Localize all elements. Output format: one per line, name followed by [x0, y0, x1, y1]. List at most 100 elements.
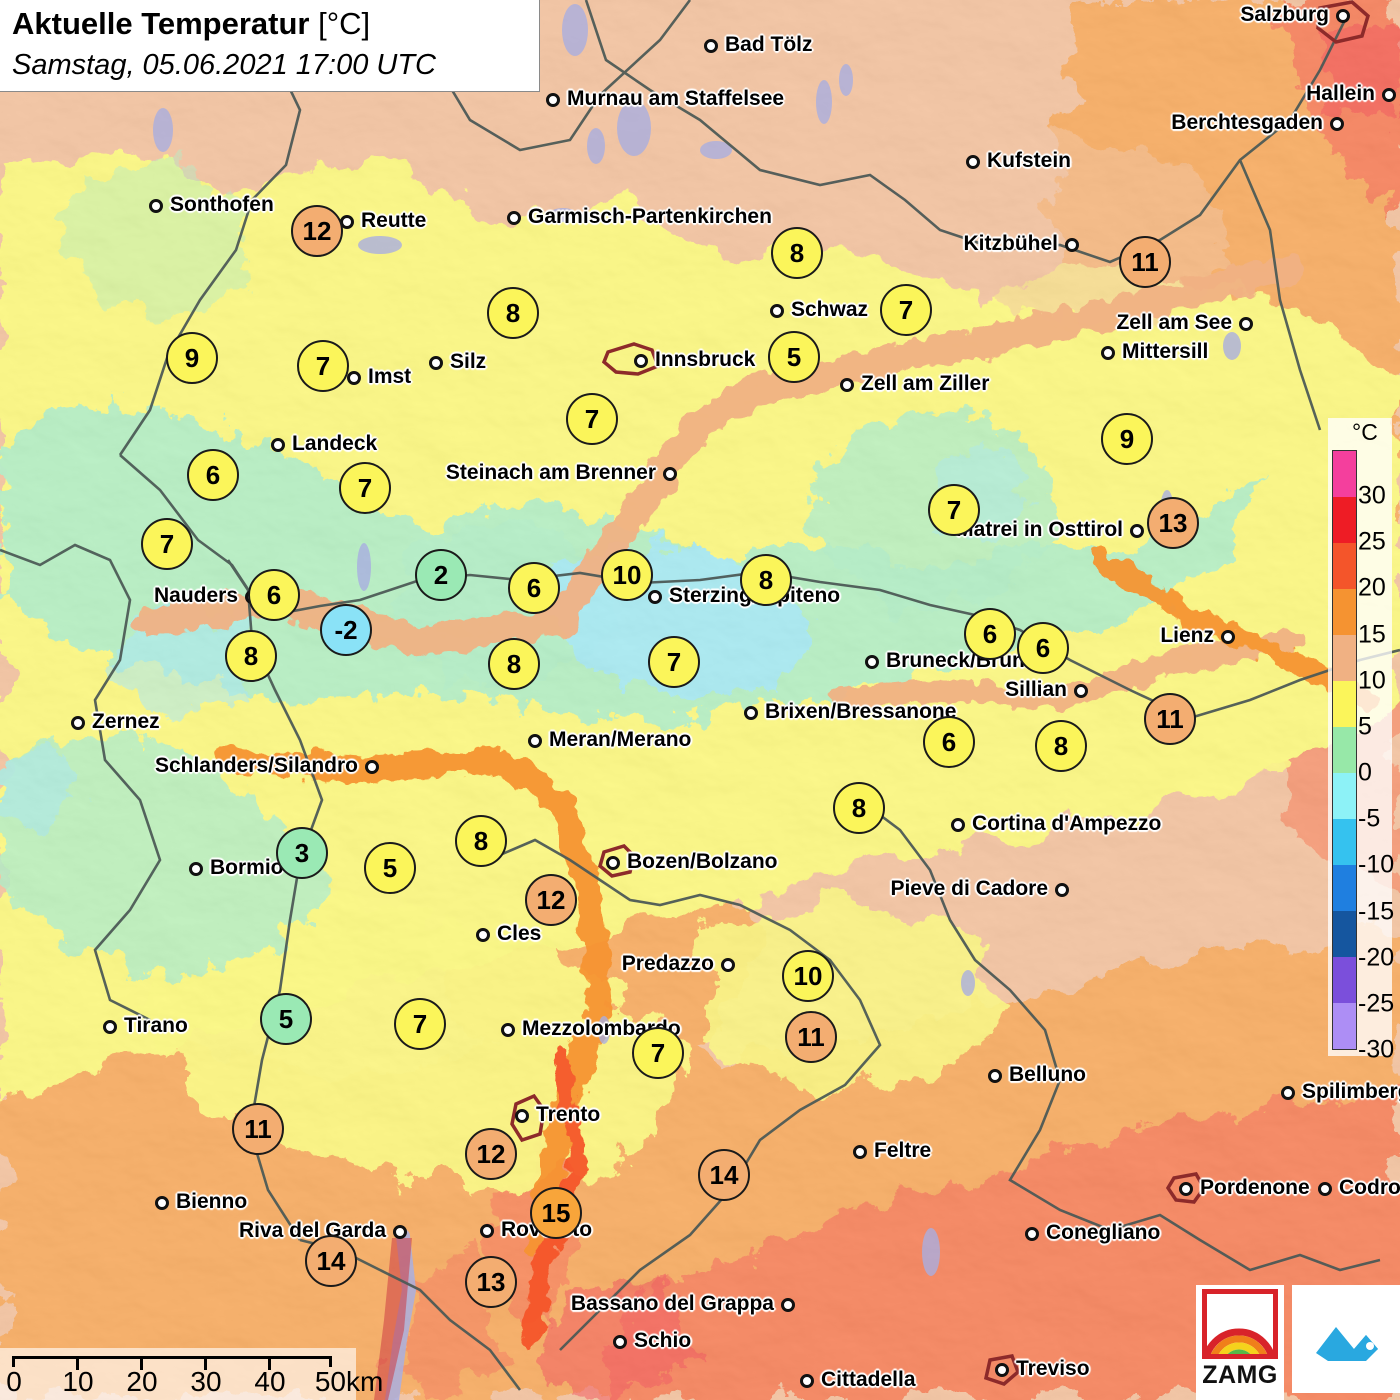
station-temperature-marker[interactable]: 11 [1144, 693, 1196, 745]
city-label: Cittadella [821, 1368, 916, 1391]
station-temperature-marker[interactable]: 9 [166, 332, 218, 384]
legend-swatch [1333, 773, 1356, 819]
legend-swatch [1333, 451, 1356, 497]
station-temperature-marker[interactable]: 12 [291, 205, 343, 257]
legend-tick: -30 [1358, 1035, 1395, 1064]
scale-tick: 0 [6, 1366, 22, 1397]
map-title: Aktuelle Temperatur [°C] [12, 4, 529, 44]
logo-group: ZAMG [1196, 1285, 1400, 1400]
station-temperature-marker[interactable]: 8 [225, 630, 277, 682]
station-temperature-marker[interactable]: 8 [1035, 720, 1087, 772]
station-temperature-marker[interactable]: 13 [465, 1256, 517, 1308]
station-temperature-marker[interactable]: 7 [141, 518, 193, 570]
city-label: Feltre [874, 1139, 932, 1162]
station-temperature-marker[interactable]: 2 [415, 549, 467, 601]
city-label: Steinach am Brenner [445, 461, 656, 484]
station-temperature-marker[interactable]: 7 [928, 484, 980, 536]
city-dot-icon [853, 1145, 867, 1159]
city-label: Murnau am Staffelsee [567, 87, 785, 110]
station-temperature-marker[interactable]: 7 [566, 393, 618, 445]
city-label: Trento [536, 1103, 601, 1126]
city-dot-icon [1318, 1182, 1332, 1196]
legend-tick: -5 [1358, 804, 1381, 833]
city-label: Schlanders/Silandro [154, 754, 358, 777]
city-dot-icon [347, 371, 361, 385]
station-temperature-marker[interactable]: 8 [488, 638, 540, 690]
city-dot-icon [1074, 684, 1088, 698]
station-temperature-marker[interactable]: 15 [530, 1187, 582, 1239]
city-dot-icon [800, 1374, 814, 1388]
legend-swatch [1333, 911, 1356, 957]
city-dot-icon [429, 356, 443, 370]
city-dot-icon [501, 1023, 515, 1037]
station-temperature-marker[interactable]: 10 [601, 549, 653, 601]
city-dot-icon [189, 862, 203, 876]
station-temperature-marker[interactable]: 8 [833, 782, 885, 834]
legend-swatch [1333, 543, 1356, 589]
station-temperature-marker[interactable]: 7 [632, 1027, 684, 1079]
city-label: Pordenone [1200, 1176, 1310, 1199]
station-temperature-marker[interactable]: 11 [232, 1103, 284, 1155]
legend-tick: 25 [1358, 527, 1386, 556]
legend-tick: -20 [1358, 943, 1395, 972]
station-temperature-marker[interactable]: 7 [297, 340, 349, 392]
station-temperature-marker[interactable]: 11 [785, 1011, 837, 1063]
city-label: Innsbruck [655, 348, 756, 371]
city-label: Zernez [92, 710, 160, 733]
station-temperature-marker[interactable]: 8 [771, 227, 823, 279]
legend-tick: 20 [1358, 573, 1386, 602]
city-label: Treviso [1016, 1357, 1090, 1380]
station-temperature-marker[interactable]: 7 [394, 998, 446, 1050]
geosphere-logo[interactable] [1292, 1285, 1400, 1393]
station-temperature-marker[interactable]: 6 [923, 716, 975, 768]
station-temperature-marker[interactable]: 14 [305, 1235, 357, 1287]
city-label: Spilimbergo [1302, 1080, 1400, 1103]
station-temperature-marker[interactable]: 7 [648, 636, 700, 688]
city-dot-icon [393, 1225, 407, 1239]
city-dot-icon [648, 590, 662, 604]
station-temperature-marker[interactable]: 5 [364, 842, 416, 894]
station-temperature-marker[interactable]: -2 [320, 604, 372, 656]
station-temperature-marker[interactable]: 8 [487, 287, 539, 339]
station-temperature-marker[interactable]: 12 [465, 1128, 517, 1180]
station-temperature-marker[interactable]: 14 [698, 1149, 750, 1201]
city-dot-icon [149, 199, 163, 213]
station-temperature-marker[interactable]: 3 [276, 827, 328, 879]
station-temperature-marker[interactable]: 8 [455, 815, 507, 867]
temperature-color-legend: °C 30 25 20 15 10 5 0 -5 -10 -15 -20 -25 -30 [1328, 418, 1395, 1064]
station-temperature-marker[interactable]: 7 [880, 284, 932, 336]
city-dot-icon [840, 378, 854, 392]
station-temperature-marker[interactable]: 9 [1101, 413, 1153, 465]
legend-swatch [1333, 497, 1356, 543]
city-dot-icon [865, 655, 879, 669]
station-temperature-marker[interactable]: 5 [260, 993, 312, 1045]
station-temperature-marker[interactable]: 6 [1017, 622, 1069, 674]
station-temperature-marker[interactable]: 6 [248, 569, 300, 621]
city-dot-icon [1101, 346, 1115, 360]
city-label: Kitzbühel [963, 232, 1059, 255]
station-temperature-marker[interactable]: 11 [1119, 236, 1171, 288]
station-temperature-marker[interactable]: 7 [339, 462, 391, 514]
station-temperature-marker[interactable]: 8 [740, 554, 792, 606]
city-label: Garmisch-Partenkirchen [528, 205, 772, 228]
city-label: Kufstein [987, 149, 1071, 172]
city-label: Bad Tölz [725, 33, 813, 56]
station-temperature-marker[interactable]: 13 [1147, 497, 1199, 549]
legend-swatch [1333, 1003, 1356, 1049]
city-dot-icon [1382, 88, 1396, 102]
station-temperature-marker[interactable]: 12 [525, 874, 577, 926]
station-temperature-marker[interactable]: 6 [964, 608, 1016, 660]
station-temperature-marker[interactable]: 6 [508, 562, 560, 614]
station-temperature-marker[interactable]: 6 [187, 449, 239, 501]
city-dot-icon [606, 856, 620, 870]
scale-tick: 50km [314, 1366, 384, 1397]
legend-tick: -10 [1358, 850, 1395, 879]
legend-swatch [1333, 819, 1356, 865]
zamg-logo[interactable]: ZAMG [1196, 1285, 1284, 1400]
city-label: Brixen/Bressanone [765, 700, 957, 723]
legend-tick: 0 [1358, 758, 1372, 787]
city-dot-icon [71, 716, 85, 730]
station-temperature-marker[interactable]: 10 [782, 950, 834, 1002]
station-temperature-marker[interactable]: 5 [768, 331, 820, 383]
city-label: Tirano [124, 1014, 188, 1037]
